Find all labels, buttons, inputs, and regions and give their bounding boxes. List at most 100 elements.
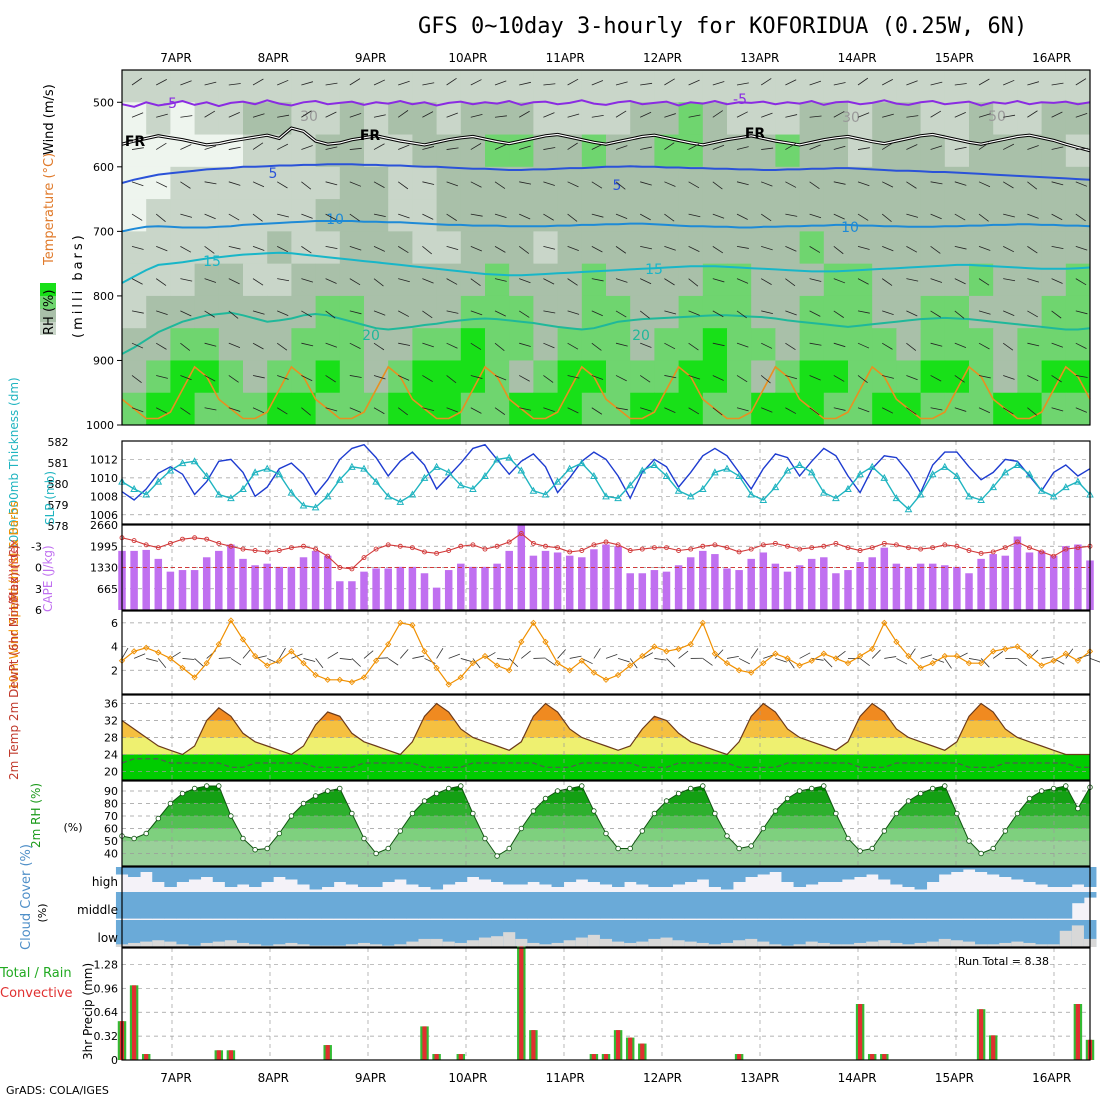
rh-cell (775, 134, 801, 168)
wind-point (990, 648, 997, 655)
rh-cell (485, 102, 510, 136)
rh-cell (848, 392, 873, 426)
cloud-high-bar (781, 867, 794, 882)
cloud-low-cell (285, 920, 298, 947)
cloud-low-bar (938, 938, 952, 947)
wind-barb (301, 278, 313, 283)
wind-point (1026, 652, 1033, 660)
rh-cell (243, 70, 268, 103)
wind-barb (906, 246, 918, 253)
wind-barb (688, 114, 701, 118)
precip-conv-bar (131, 985, 137, 1060)
thickness-point (227, 494, 235, 502)
rh-cell (751, 231, 776, 265)
wind-point (493, 662, 501, 669)
wind-barb (978, 181, 991, 188)
date-label-bottom: 8APR (258, 1071, 289, 1085)
wind-barb (688, 375, 701, 380)
wind-barb (422, 82, 435, 86)
wind-barb (640, 146, 653, 150)
cloud-mid-bar (224, 892, 238, 919)
cloud-high-bar (249, 867, 262, 887)
rh-point (167, 800, 174, 807)
rh-point (857, 848, 863, 854)
precip-conv-bar (615, 1030, 621, 1060)
wind-barb (543, 375, 554, 383)
li-point (1014, 539, 1020, 545)
wind-barb (664, 245, 676, 251)
rh-point (433, 790, 440, 797)
cloud-low-bar (950, 940, 964, 947)
cloud-low-bar (261, 945, 274, 947)
rh-cell (194, 263, 220, 297)
rh-point (627, 845, 633, 852)
wind-barb (785, 407, 797, 414)
wind-barb (712, 110, 723, 118)
cape-bar (614, 546, 622, 610)
li-point (567, 549, 573, 555)
cloud-high-bar (466, 867, 480, 877)
li-point (833, 540, 839, 546)
li-point (361, 555, 367, 561)
wind-barb (785, 310, 797, 316)
contour-label: FR (125, 134, 146, 150)
wind-barb (155, 278, 167, 286)
rh-cell (993, 263, 1018, 297)
wind-barb (978, 245, 991, 251)
cloud-low-cell (624, 920, 637, 947)
wind-barb (398, 213, 410, 219)
wind-barb (857, 375, 868, 383)
cape-bar (493, 563, 501, 610)
wind-barb (785, 342, 796, 351)
rh-cell (823, 166, 849, 200)
wind-barb (373, 181, 385, 188)
thickness-point (650, 460, 659, 468)
precip-conv-bar (603, 1054, 609, 1060)
dewpoint-line (121, 758, 1090, 768)
rh-point (240, 835, 246, 842)
rh-cell (122, 70, 147, 103)
wind-barb (204, 213, 216, 220)
cloud-low-bar (491, 936, 504, 947)
cloud-low-bar (962, 941, 976, 947)
rh-cell (678, 70, 704, 103)
wind-barb (325, 181, 338, 186)
li-point (700, 543, 706, 549)
wind-barb (615, 213, 628, 219)
date-label-top: 14APR (838, 51, 877, 65)
rh-cell (315, 70, 341, 103)
li-point (180, 536, 185, 542)
cloud-mid-bar (926, 892, 940, 919)
cloud-mid-bar (938, 892, 952, 919)
cloud-high-bar (454, 867, 468, 882)
thickness-point (711, 468, 719, 476)
wind-barb (131, 278, 143, 285)
wind-barb (494, 375, 507, 381)
wind-barb (654, 658, 667, 661)
rh-point (325, 788, 331, 794)
date-label-bottom: 14APR (838, 1071, 877, 1085)
wind-barb (688, 213, 701, 218)
cape-bar (904, 566, 913, 610)
rh-point (724, 833, 730, 839)
wind-barb (1075, 213, 1086, 222)
li-point (1027, 545, 1032, 551)
rh-cell (122, 166, 147, 200)
cloud-mid-bar (297, 892, 310, 919)
cape-bar (372, 568, 380, 610)
wind-barb (688, 79, 700, 86)
rh-cell (606, 102, 631, 136)
wind-barb (688, 342, 699, 351)
cloud-low-bar (188, 945, 202, 947)
wind-barb (387, 658, 399, 666)
wind-barb (1027, 407, 1037, 416)
thickness-point (977, 495, 985, 504)
wind-barb (519, 181, 532, 185)
cape-bar (396, 566, 405, 610)
wind-barb (519, 213, 531, 220)
wind-barb (494, 246, 506, 253)
li-ytick-label: 3 (35, 583, 42, 596)
wind-barb (664, 342, 676, 350)
wind-point (977, 660, 985, 667)
